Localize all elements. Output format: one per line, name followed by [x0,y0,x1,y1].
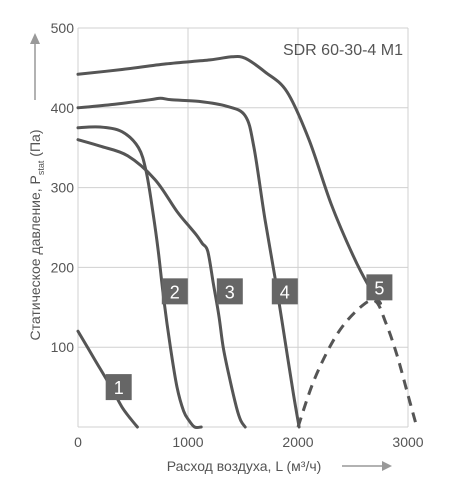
curve-label-4: 4 [271,278,298,305]
curve-3 [76,138,247,429]
grid [77,27,409,428]
curve-label-2: 2 [161,278,188,305]
y-axis-label-suffix: (Па) [27,130,43,161]
x-tick-label-1000: 1000 [172,434,203,450]
curve-label-box [366,274,393,301]
curve-label-text: 3 [225,282,235,302]
curve-5 [76,54,382,305]
curve-label-box [161,278,188,305]
y-tick-label-200: 200 [51,259,75,275]
curve-labels: 1 2 3 4 5 [105,274,393,401]
y-tick-label-500: 500 [51,20,75,36]
curve-label-5: 5 [366,274,393,301]
curve-label-text: 1 [114,378,124,398]
curve-label-3: 3 [216,278,243,305]
curve-label-box [271,278,298,305]
curve-label-text: 2 [170,282,180,302]
x-axis-label: Расход воздуха, L (м³/ч) [167,458,322,474]
x-tick-label-0: 0 [74,434,82,450]
y-tick-label-400: 400 [51,100,75,116]
curve-label-1: 1 [105,374,132,401]
curves [76,54,419,429]
curve-label-text: 4 [280,282,290,302]
y-axis-label-sub: stat [36,160,46,175]
y-tick-label-300: 300 [51,180,75,196]
x-tick-label-2000: 2000 [282,434,313,450]
x-axis-arrow [342,461,392,471]
curve-label-box [216,278,243,305]
x-tick-label-3000: 3000 [392,434,423,450]
curve-5-unstable-dashed [296,298,419,428]
y-tick-label-100: 100 [51,339,75,355]
chart-title: SDR 60-30-4 M1 [283,42,403,59]
curve-4 [76,96,301,429]
curve-label-text: 5 [374,278,384,298]
y-axis-label: Статическое давление, Pstat (Па) [27,130,46,341]
curve-2 [76,125,203,429]
y-axis-label-main: Статическое давление, P [27,175,43,340]
curve-label-box [105,374,132,401]
axis-ticks: 100 200 300 400 500 0 1000 2000 3000 [51,20,424,450]
y-axis-arrow [30,33,40,100]
